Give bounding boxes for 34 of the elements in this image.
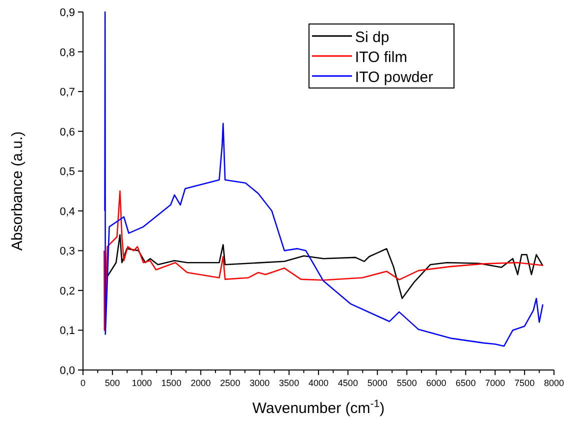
legend-label: ITO powder — [355, 69, 434, 86]
y-axis-title: Absorbance (a.u.) — [9, 131, 26, 251]
x-tick-label: 500 — [104, 378, 120, 388]
x-tick-label: 5000 — [367, 378, 388, 388]
line-series — [104, 190, 544, 331]
legend-label: ITO film — [355, 49, 408, 66]
x-tick-label: 2500 — [220, 378, 240, 388]
y-tick-label: 0,3 — [60, 246, 75, 258]
x-tick-label: 3500 — [279, 378, 300, 388]
x-tick-label: 6500 — [456, 378, 476, 388]
y-tick-label: 0,5 — [60, 166, 75, 178]
y-tick-label: 0,8 — [60, 46, 75, 59]
x-tick-label: 2000 — [190, 378, 211, 388]
y-tick-label: 0,1 — [60, 325, 75, 338]
x-tick-label: 5500 — [396, 378, 417, 388]
y-tick-label: 0,0 — [60, 365, 75, 377]
x-tick-label: 0 — [80, 378, 86, 388]
x-tick-label: 6000 — [426, 378, 446, 388]
x-tick-label: 4000 — [308, 378, 329, 388]
x-tick-label: 1500 — [161, 378, 182, 388]
y-tick-label: 0,4 — [60, 206, 75, 218]
y-tick-label: 0,2 — [60, 285, 75, 298]
y-tick-label: 0,6 — [60, 126, 75, 138]
x-tick-label: 7500 — [514, 378, 535, 388]
x-tick-label: 1000 — [132, 378, 152, 388]
x-tick-label: 7000 — [485, 378, 506, 388]
line-series — [104, 11, 544, 347]
y-tick-label: 0,7 — [60, 86, 75, 99]
x-axis-title: Wavenumber (cm$^{-1}$) — [252, 398, 385, 417]
x-tick-label: 8000 — [544, 378, 564, 388]
y-tick-label: 0,9 — [60, 7, 75, 19]
legend-label: Si dp — [355, 29, 390, 46]
x-tick-label: 3000 — [250, 378, 270, 388]
x-tick-label: 4500 — [338, 378, 358, 388]
